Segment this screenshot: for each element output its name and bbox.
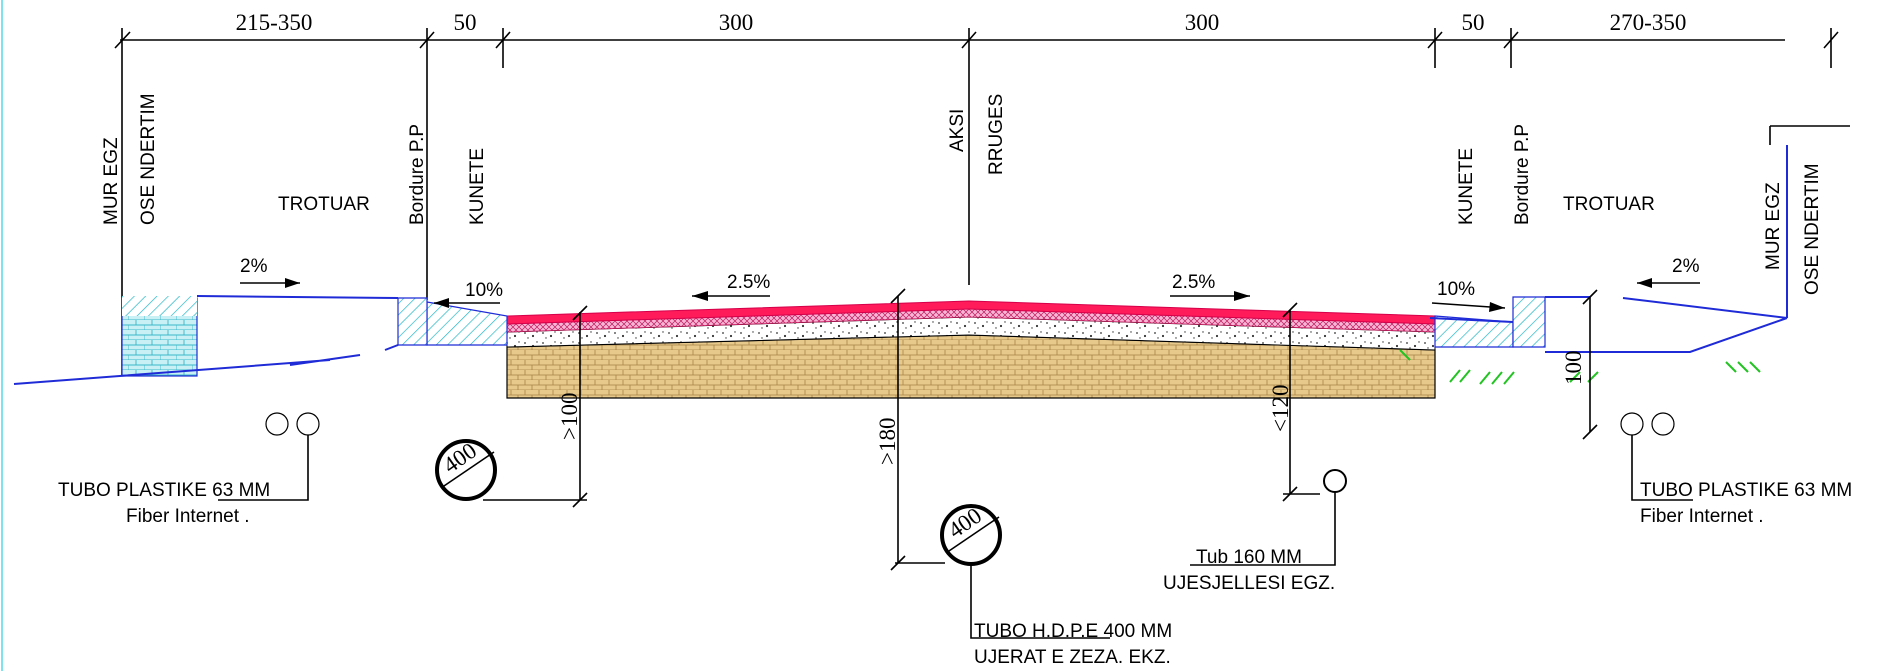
dim-right-sidewalk: 270-350 [1610, 10, 1687, 35]
pipe-400-left: 400 [435, 438, 497, 501]
left-gutter-label: KUNETE [467, 148, 488, 225]
ground-hatch-marks [1399, 349, 1761, 385]
right-curb-label: Bordure P.P [1512, 124, 1533, 225]
left-curb-label: Bordure P.P [407, 124, 428, 225]
left-sidewalk-label: TROTUAR [278, 194, 370, 215]
dimension-chain: 215-350 50 300 300 50 270-350 [114, 10, 1839, 375]
left-fiber-pipe-sub: Fiber Internet . [126, 506, 250, 527]
left-curb [397, 297, 428, 346]
ground-lines [13, 295, 1788, 385]
slope-annotations: 2% 10% 2.5% 2.5% 10% 2% [240, 256, 1700, 312]
left-lane-slope: 2.5% [727, 272, 770, 293]
right-sidewalk-label: TROTUAR [1563, 194, 1655, 215]
leader-lines [218, 435, 1693, 639]
hdpe-pipe-sub: UJERAT E ZEZA. EKZ. [974, 647, 1171, 668]
water-pipe-label: Tub 160 MM [1196, 547, 1302, 568]
right-sidewalk-slope: 2% [1672, 256, 1700, 277]
left-gutter [426, 301, 508, 346]
pipe-160-water [1323, 469, 1347, 493]
axis-label-1: AKSI [947, 109, 968, 152]
right-gutter-label: KUNETE [1456, 148, 1477, 225]
pipe-400-center: 400 [940, 503, 1002, 566]
hdpe-pipe-label: TUBO H.D.P.E 400 MM [974, 621, 1172, 642]
right-wall-outline [1769, 125, 1850, 145]
axis-label-2: RRUGES [986, 94, 1007, 175]
right-curb [1512, 296, 1546, 348]
depth-center-value: >180 [875, 418, 900, 465]
right-lane-slope: 2.5% [1172, 272, 1215, 293]
right-fiber-pipe-sub: Fiber Internet . [1640, 506, 1764, 527]
right-wall-label-2: OSE NDERTIM [1802, 163, 1823, 295]
dim-left-sidewalk: 215-350 [236, 10, 313, 35]
left-wall-label-2: OSE NDERTIM [138, 93, 159, 225]
dim-left-lane: 300 [719, 10, 754, 35]
left-fiber-pipe-label: TUBO PLASTIKE 63 MM [58, 480, 270, 501]
depth-left-value: >100 [557, 393, 582, 440]
right-gutter-slope: 10% [1437, 279, 1475, 300]
left-sidewalk-slope: 2% [240, 256, 268, 277]
depth-dimensions: >100 >180 <120 100 [483, 288, 1598, 571]
dim-right-lane: 300 [1185, 10, 1220, 35]
fiber-pipes-right [1620, 412, 1675, 436]
right-fiber-pipe-label: TUBO PLASTIKE 63 MM [1640, 480, 1852, 501]
left-wall-label-1: MUR EGZ [101, 137, 122, 225]
depth-sidewalk-value: 100 [1561, 351, 1586, 386]
water-pipe-sub: UJESJELLESI EGZ. [1163, 573, 1335, 594]
dim-right-gutter: 50 [1462, 10, 1485, 35]
right-wall-label-1: MUR EGZ [1763, 182, 1784, 270]
pavement-structure [506, 300, 1436, 399]
left-gutter-slope: 10% [465, 280, 503, 301]
left-wall-cap [122, 296, 197, 316]
depth-right-value: <120 [1268, 385, 1293, 432]
dim-left-gutter: 50 [454, 10, 477, 35]
fiber-pipes-left [265, 412, 320, 436]
